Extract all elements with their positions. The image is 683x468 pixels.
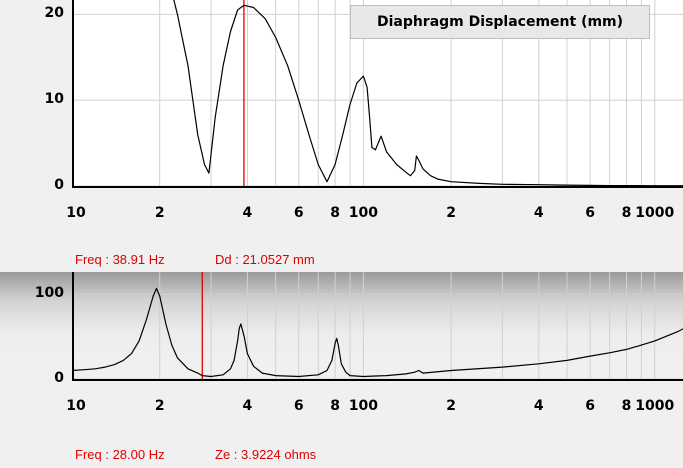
- displacement-x-tick-label: 4: [533, 205, 544, 221]
- displacement-y-tick-label: 20: [44, 5, 64, 22]
- displacement-x-tick-label: 10: [66, 205, 86, 221]
- impedance-plot-area[interactable]: [72, 272, 683, 381]
- displacement-curve: [173, 0, 683, 187]
- impedance-curve: [72, 287, 683, 378]
- displacement-x-tick-label: 4: [242, 205, 253, 221]
- displacement-y-tick-label: 10: [44, 91, 64, 108]
- displacement-x-tick-label: 2: [154, 205, 165, 221]
- impedance-chart-svg[interactable]: [72, 272, 683, 381]
- displacement-x-tick-label: 8: [621, 205, 632, 221]
- impedance-x-tick-label: 4: [533, 398, 544, 414]
- impedance-x-tick-label: 8: [330, 398, 341, 414]
- displacement-chart-svg[interactable]: [72, 0, 683, 188]
- impedance-x-tick-label: 2: [154, 398, 165, 414]
- impedance-value-readout: Ze : 3.9224 ohms: [215, 447, 317, 462]
- impedance-x-tick-label: 8: [621, 398, 632, 414]
- displacement-plot-area[interactable]: [72, 0, 683, 188]
- impedance-x-tick-label: 10: [66, 398, 86, 414]
- displacement-x-tick-label: 1000: [635, 205, 675, 221]
- displacement-x-tick-label: 100: [348, 205, 378, 221]
- impedance-x-tick-label: 6: [293, 398, 304, 414]
- impedance-x-tick-label: 4: [242, 398, 253, 414]
- displacement-x-tick-label: 8: [330, 205, 341, 221]
- impedance-x-tick-label: 100: [348, 398, 378, 414]
- impedance-x-tick-label: 6: [585, 398, 595, 414]
- impedance-freq-readout: Freq : 28.00 Hz: [75, 447, 165, 462]
- impedance-x-tick-label: 1000: [635, 398, 675, 414]
- displacement-value-readout: Dd : 21.0527 mm: [215, 252, 315, 267]
- displacement-freq-readout: Freq : 38.91 Hz: [75, 252, 165, 267]
- displacement-x-tick-label: 2: [446, 205, 456, 221]
- impedance-x-tick-label: 2: [446, 398, 456, 414]
- displacement-chart-title: Diaphragm Displacement (mm): [350, 5, 650, 39]
- impedance-y-tick-label: 0: [54, 370, 64, 386]
- displacement-y-tick-label: 0: [54, 177, 64, 193]
- displacement-x-tick-label: 6: [293, 205, 304, 221]
- impedance-panel: [0, 272, 683, 468]
- impedance-y-tick-label: 100: [34, 285, 64, 302]
- displacement-x-tick-label: 6: [585, 205, 595, 221]
